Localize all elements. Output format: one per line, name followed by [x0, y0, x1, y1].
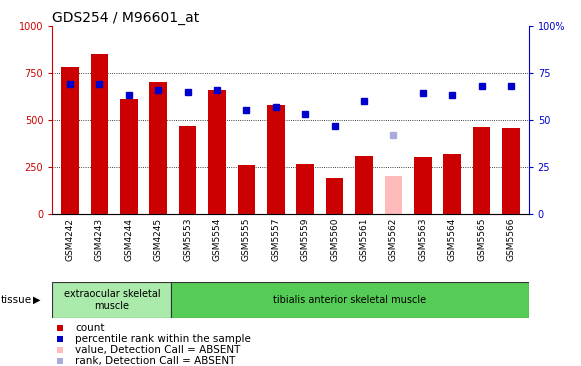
Bar	[120, 99, 138, 214]
FancyBboxPatch shape	[171, 282, 529, 318]
Text: GSM5563: GSM5563	[418, 218, 428, 261]
Bar	[208, 90, 226, 214]
Bar	[326, 178, 343, 214]
Text: rank, Detection Call = ABSENT: rank, Detection Call = ABSENT	[76, 355, 236, 366]
Text: GSM4242: GSM4242	[66, 218, 74, 261]
Text: GSM5560: GSM5560	[330, 218, 339, 261]
Bar	[443, 154, 461, 214]
Bar	[91, 54, 108, 214]
Text: GSM5561: GSM5561	[360, 218, 368, 261]
Text: ▶: ▶	[33, 295, 41, 305]
Text: GSM4243: GSM4243	[95, 218, 104, 261]
Text: value, Detection Call = ABSENT: value, Detection Call = ABSENT	[76, 344, 241, 355]
Text: GSM4244: GSM4244	[124, 218, 133, 261]
Bar	[61, 67, 79, 214]
Text: tissue: tissue	[1, 295, 32, 305]
Text: GSM5562: GSM5562	[389, 218, 398, 261]
Text: GSM5559: GSM5559	[301, 218, 310, 261]
Text: GSM5565: GSM5565	[477, 218, 486, 261]
Bar	[414, 157, 432, 214]
Text: extraocular skeletal
muscle: extraocular skeletal muscle	[63, 289, 160, 311]
Bar	[267, 105, 285, 214]
Text: GSM5555: GSM5555	[242, 218, 251, 261]
Bar	[473, 127, 490, 214]
FancyBboxPatch shape	[52, 282, 171, 318]
Bar	[179, 126, 196, 214]
Text: GSM5553: GSM5553	[183, 218, 192, 261]
Bar	[238, 165, 255, 214]
Text: tibialis anterior skeletal muscle: tibialis anterior skeletal muscle	[274, 295, 426, 305]
Text: GSM5564: GSM5564	[448, 218, 457, 261]
Bar	[385, 176, 402, 214]
Text: GSM5554: GSM5554	[213, 218, 221, 261]
Bar	[502, 128, 520, 214]
Bar	[355, 156, 373, 214]
Text: GSM4245: GSM4245	[153, 218, 163, 261]
Text: GSM5566: GSM5566	[507, 218, 515, 261]
Text: GSM5557: GSM5557	[271, 218, 280, 261]
Text: GDS254 / M96601_at: GDS254 / M96601_at	[52, 11, 199, 25]
Text: count: count	[76, 322, 105, 333]
Bar	[296, 164, 314, 214]
Bar	[149, 82, 167, 214]
Text: percentile rank within the sample: percentile rank within the sample	[76, 333, 251, 344]
